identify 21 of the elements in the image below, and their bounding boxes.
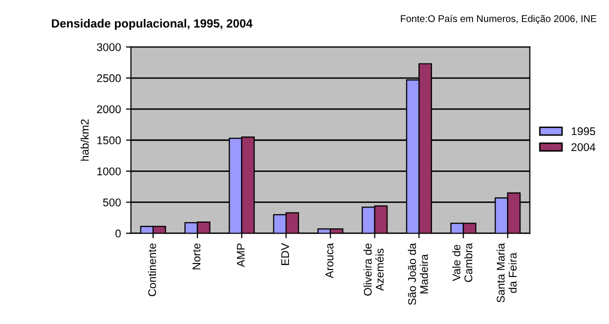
x-tick-label: Norte	[192, 243, 200, 270]
x-tick-label: Continente	[148, 243, 156, 296]
y-tick-label: 500	[103, 198, 121, 206]
y-tick-label: 2000	[97, 105, 121, 114]
x-tick-label: Oliveira de Azeméis	[364, 243, 384, 296]
x-tick-label: Santa Maria da Feira	[496, 243, 517, 302]
y-tick-label: 2500	[97, 74, 121, 82]
y-tick-label: 0	[115, 230, 121, 238]
legend-label: 1995	[572, 127, 596, 136]
y-axis-title: hab/km2	[80, 119, 89, 161]
y-tick-label: 1000	[97, 167, 121, 176]
x-tick-label: Vale de Cambra	[452, 243, 472, 282]
y-tick-label: 3000	[96, 43, 121, 52]
x-tick-label: AMP	[236, 244, 245, 268]
x-tick-label: Arouca	[326, 243, 334, 278]
legend-label: 2004	[572, 143, 596, 152]
x-tick-label: São João da Madeira	[408, 243, 428, 305]
x-tick-label: EDV	[281, 243, 289, 265]
y-tick-label: 1500	[97, 136, 121, 144]
source-note: Fonte:O País em Numeros, Edição 2006, INE	[400, 14, 596, 24]
chart-title: Densidade populacional, 1995, 2004	[52, 18, 253, 30]
